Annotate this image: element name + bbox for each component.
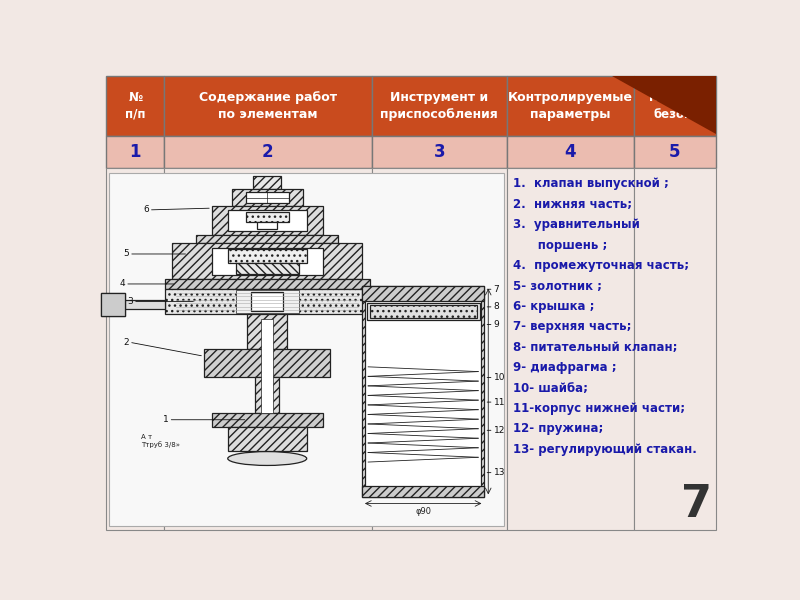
Text: 6: 6 [143, 205, 149, 214]
Text: 6- крышка ;: 6- крышка ; [514, 300, 595, 313]
Bar [110, 300, 165, 308]
Text: 1: 1 [162, 415, 169, 424]
Text: 8- питательный клапан;: 8- питательный клапан; [514, 341, 678, 354]
Bar [254, 176, 281, 189]
Bar [164, 168, 371, 530]
Text: 4: 4 [565, 143, 576, 161]
Bar [507, 76, 634, 136]
Bar [362, 286, 484, 497]
Bar [634, 168, 716, 530]
Bar [228, 210, 306, 231]
Bar [634, 136, 716, 168]
Text: 13: 13 [494, 468, 505, 477]
Text: 5: 5 [123, 250, 129, 259]
Bar [165, 278, 370, 289]
Text: Контролируемые
параметры: Контролируемые параметры [508, 91, 633, 121]
Bar [371, 136, 507, 168]
Bar [262, 319, 273, 413]
Text: поршень ;: поршень ; [514, 239, 608, 252]
Bar [507, 168, 634, 530]
Bar [362, 286, 484, 301]
Bar [246, 212, 289, 222]
Text: 1.  клапан выпускной ;: 1. клапан выпускной ; [514, 178, 670, 190]
Text: Техника
безоп.: Техника безоп. [647, 91, 703, 121]
Bar [110, 173, 504, 526]
Bar [362, 486, 484, 497]
Bar [106, 168, 164, 530]
Ellipse shape [228, 452, 306, 466]
Bar [106, 76, 164, 136]
Text: А т
Ттруб 3/8»: А т Ттруб 3/8» [141, 434, 180, 448]
Text: 7: 7 [682, 484, 712, 526]
Text: №
п/п: № п/п [125, 91, 146, 121]
Bar [212, 206, 322, 235]
Bar [371, 168, 507, 530]
Bar [164, 136, 371, 168]
Bar [173, 244, 362, 278]
Bar [106, 136, 164, 168]
Text: 13- регулирующий стакан.: 13- регулирующий стакан. [514, 443, 698, 456]
Text: 7: 7 [494, 285, 499, 294]
Text: 12- пружина;: 12- пружина; [514, 422, 604, 436]
Text: 3: 3 [127, 297, 133, 306]
Bar [164, 76, 371, 136]
Text: Содержание работ
по элементам: Содержание работ по элементам [198, 91, 337, 121]
Bar [365, 289, 482, 494]
Text: 7- верхняя часть;: 7- верхняя часть; [514, 320, 632, 334]
Text: 3: 3 [434, 143, 445, 161]
Text: 9: 9 [494, 320, 499, 329]
Bar [212, 413, 322, 427]
Bar [255, 377, 279, 413]
Text: 4.  промежуточная часть;: 4. промежуточная часть; [514, 259, 690, 272]
Text: 11-корпус нижней части;: 11-корпус нижней части; [514, 402, 686, 415]
Text: 10: 10 [494, 373, 505, 382]
Bar [251, 292, 283, 311]
Bar [366, 302, 480, 320]
Bar [247, 314, 287, 349]
Polygon shape [611, 76, 716, 134]
Text: Инструмент и
приспособления: Инструмент и приспособления [381, 91, 498, 121]
Bar [102, 293, 125, 316]
Bar [370, 305, 477, 318]
Text: 3.  уравнительный: 3. уравнительный [514, 218, 640, 231]
Text: 8: 8 [494, 302, 499, 311]
Bar [102, 293, 125, 316]
Bar [236, 263, 299, 274]
Text: 2: 2 [123, 338, 129, 347]
Text: 9- диафрагма ;: 9- диафрагма ; [514, 361, 617, 374]
Bar [165, 289, 370, 314]
Text: 10- шайба;: 10- шайба; [514, 382, 589, 395]
Text: 11: 11 [494, 398, 505, 407]
Bar [371, 76, 507, 136]
Text: 1: 1 [130, 143, 141, 161]
Bar [204, 349, 330, 377]
Bar [507, 136, 634, 168]
Bar [228, 427, 306, 451]
Bar [236, 290, 299, 313]
Bar [212, 248, 322, 275]
Text: φ90: φ90 [415, 506, 431, 515]
Text: 5- золотник ;: 5- золотник ; [514, 280, 602, 293]
Bar [258, 222, 277, 229]
Text: 2: 2 [262, 143, 274, 161]
Bar [246, 192, 289, 203]
Text: 4: 4 [119, 280, 125, 289]
Bar [196, 235, 338, 244]
Bar [634, 76, 716, 136]
Text: 12: 12 [494, 426, 505, 435]
Text: 2.  нижняя часть;: 2. нижняя часть; [514, 198, 633, 211]
Bar [228, 248, 306, 263]
Text: 5: 5 [670, 143, 681, 161]
Bar [232, 189, 302, 206]
